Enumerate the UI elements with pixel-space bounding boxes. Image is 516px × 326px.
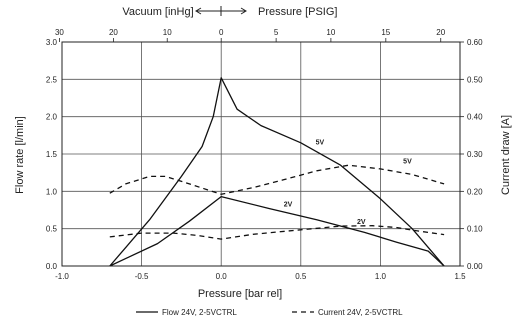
x-tick-label: 1.0 [375, 272, 387, 281]
series-flow-5v-label: 5V [316, 139, 325, 146]
series-current-5v-line [109, 164, 445, 195]
y-axis-left-title: Flow rate [l/min] [14, 116, 26, 194]
top-axis-header: Vacuum [inHg] Pressure [PSIG] [122, 6, 337, 18]
y-left-tick-label: 0.5 [46, 225, 58, 234]
top-tick-label: 10 [163, 28, 172, 37]
y-left-tick-label: 3.0 [46, 38, 58, 47]
top-tick-label: 30 [55, 28, 64, 37]
series-current-2v-label: 2V [357, 219, 366, 226]
y-right-tick-label: 0.00 [467, 262, 483, 271]
double-arrow-icon [195, 6, 247, 16]
pressure-psig-axis-label: Pressure [PSIG] [258, 6, 337, 18]
series-current-5v-label: 5V [403, 159, 412, 166]
top-tick-label: 15 [381, 28, 390, 37]
legend-label: Current 24V, 2-5VCTRL [318, 308, 403, 317]
chart-marks: 5V 2V 5V 2V [109, 77, 445, 267]
y-left-tick-label: 1.5 [46, 150, 58, 159]
y-right-tick-label: 0.40 [467, 113, 483, 122]
y-right-tick-label: 0.30 [467, 150, 483, 159]
x-tick-label: 0.0 [216, 272, 228, 281]
x-tick-label: -0.5 [135, 272, 149, 281]
top-tick-label: 10 [326, 28, 335, 37]
series-current-2v-line [109, 225, 445, 240]
y-left-tick-label: 2.0 [46, 113, 58, 122]
series-flow-2v-line [109, 195, 445, 267]
grid-lines [61, 41, 461, 267]
top-tick-label: 20 [436, 28, 445, 37]
y-axis-right-title: Current draw [A] [500, 115, 512, 195]
x-tick-label: 1.5 [454, 272, 466, 281]
y-right-tick-label: 0.60 [467, 38, 483, 47]
y-right-tick-label: 0.20 [467, 187, 483, 196]
y-right-tick-label: 0.50 [467, 75, 483, 84]
top-tick-label: 0 [219, 28, 224, 37]
series-flow-5v-line [109, 77, 445, 267]
top-tick-label: 20 [109, 28, 118, 37]
x-axis-title: Pressure [bar rel] [198, 288, 282, 300]
top-tick-label: 5 [274, 28, 279, 37]
vacuum-axis-label: Vacuum [inHg] [122, 6, 193, 18]
tick-labels: -1.0 -0.5 0.0 0.5 1.0 1.5 0.0 0.5 1.0 1.5 2.0 2.5 3.… [46, 28, 483, 281]
legend-label: Flow 24V, 2-5VCTRL [162, 308, 237, 317]
y-left-tick-label: 1.0 [46, 187, 58, 196]
x-tick-label: -1.0 [55, 272, 69, 281]
legend: Flow 24V, 2-5VCTRL Current 24V, 2-5VCTRL [136, 308, 403, 317]
y-left-tick-label: 0.0 [46, 262, 58, 271]
y-left-tick-label: 2.5 [46, 75, 58, 84]
series-flow-2v-label: 2V [284, 201, 293, 208]
y-right-tick-label: 0.10 [467, 225, 483, 234]
x-tick-label: 0.5 [295, 272, 307, 281]
